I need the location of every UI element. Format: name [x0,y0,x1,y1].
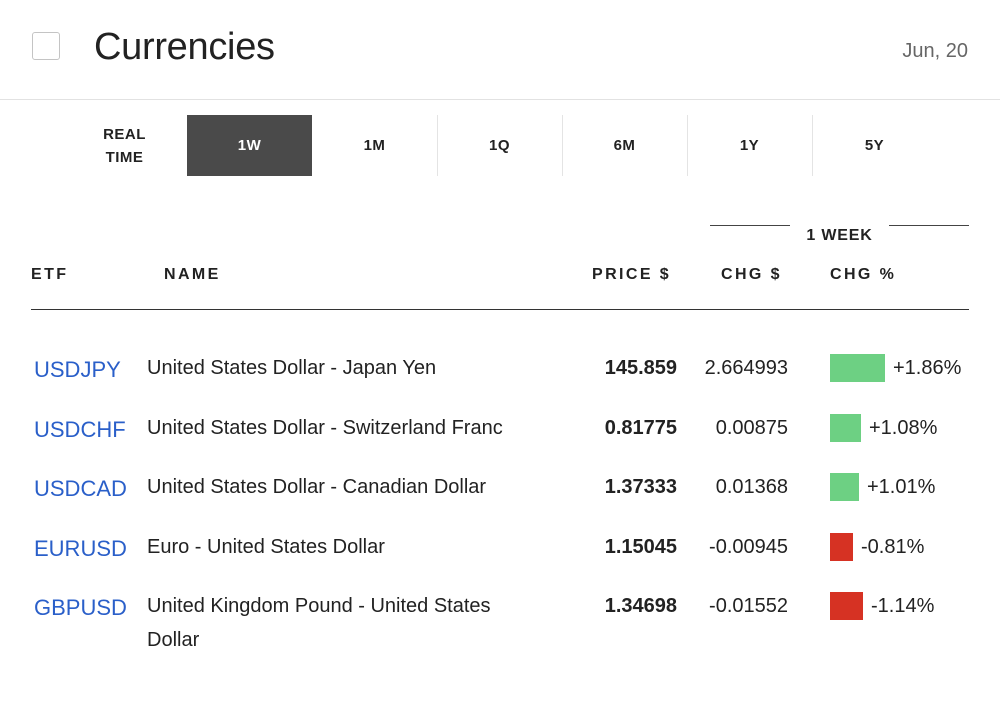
change-percent: +1.08% [869,417,938,439]
tab-1q[interactable]: 1Q [437,115,562,176]
table-row: GBPUSD United Kingdom Pound - United Sta… [0,592,1000,655]
price-value: 0.81775 [604,417,677,439]
table-row: EURUSD Euro - United States Dollar 1.150… [0,533,1000,596]
currency-name: United Kingdom Pound - United States Dol… [147,595,491,651]
change-bar [830,533,853,561]
tab-1w[interactable]: 1W [187,115,312,176]
change-bar [830,414,861,442]
price-value: 1.15045 [604,536,677,558]
currency-name: United States Dollar - Canadian Dollar [147,476,487,498]
tab-real-time[interactable]: REAL TIME [103,125,146,166]
change-value: 0.00875 [715,417,788,439]
change-value: -0.01552 [709,595,788,617]
symbol-link[interactable]: USDCHF [34,417,126,442]
week-group-header: 1 WEEK [710,224,969,244]
divider [710,225,790,226]
column-header-price: PRICE $ [592,266,672,283]
date-label: Jun, 20 [902,40,968,62]
tab-5y[interactable]: 5Y [812,115,937,176]
symbol-link[interactable]: USDCAD [34,476,127,501]
column-header-chg: CHG $ [721,266,782,283]
column-header-name: NAME [164,266,221,283]
change-percent: -0.81% [861,536,925,558]
change-value: 2.664993 [704,357,788,379]
currency-name: United States Dollar - Japan Yen [147,357,437,379]
price-value: 1.34698 [604,595,677,617]
column-header-etf: ETF [31,266,69,283]
symbol-link[interactable]: EURUSD [34,536,127,561]
header-divider [31,309,969,310]
tab-1m[interactable]: 1M [363,137,386,154]
page-header: Currencies Jun, 20 [0,0,1000,100]
tab-6m[interactable]: 6M [562,115,687,176]
change-bar [830,473,859,501]
currency-name: United States Dollar - Switzerland Franc [147,417,503,439]
symbol-link[interactable]: GBPUSD [34,595,127,620]
change-value: -0.00945 [709,536,788,558]
currency-name: Euro - United States Dollar [147,536,385,558]
divider [889,225,969,226]
period-tabs: REAL TIME 1W 1M 1Q 6M 1Y 5Y [62,115,937,176]
price-value: 1.37333 [604,476,677,498]
change-bar [830,354,885,382]
change-percent: +1.86% [893,357,962,379]
change-percent: -1.14% [871,595,935,617]
select-checkbox[interactable] [32,32,60,60]
symbol-link[interactable]: USDJPY [34,357,121,382]
table-row: USDCAD United States Dollar - Canadian D… [0,473,1000,536]
price-value: 145.859 [604,357,677,379]
page-title: Currencies [94,26,275,68]
week-group-label: 1 WEEK [806,227,873,244]
table-row: USDJPY United States Dollar - Japan Yen … [0,354,1000,417]
change-value: 0.01368 [715,476,788,498]
table-row: USDCHF United States Dollar - Switzerlan… [0,414,1000,477]
column-header-chg-pct: CHG % [830,266,897,283]
change-percent: +1.01% [867,476,936,498]
tab-1y[interactable]: 1Y [687,115,812,176]
change-bar [830,592,863,620]
